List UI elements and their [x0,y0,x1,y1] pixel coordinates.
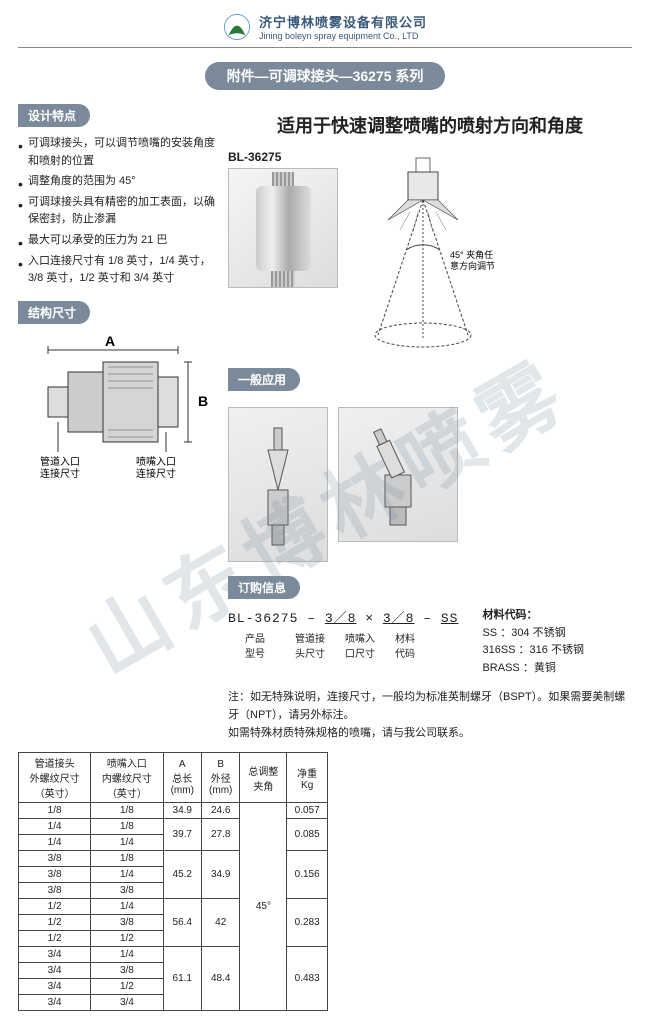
order-code: BL-36275 – 3／8 × 3／8 – SS [228,607,458,626]
table-header: 管道接头外螺纹尺寸（英寸） [19,753,91,803]
product-label: BL-36275 [228,150,338,164]
table-row: 1/81/834.924.645°0.057 [19,803,328,819]
table-header: A总长(mm) [163,753,201,803]
struct-pipe-label: 管道入口 [40,455,80,468]
svg-text:意方向调节: 意方向调节 [450,260,495,271]
svg-text:连接尺寸: 连接尺寸 [40,467,80,480]
section-design: 设计特点 [18,104,90,127]
spec-table: 管道接头外螺纹尺寸（英寸）喷嘴入口内螺纹尺寸（英寸）A总长(mm)B外径(mm)… [18,752,328,1011]
order-code-labels: 产品型号管道接头尺寸喷嘴入口尺寸材料代码 [228,630,458,660]
product-image-main [228,168,338,288]
spray-angle-diagram: 45° 夹角任 意方向调节 [358,150,508,350]
application-image-1 [228,407,328,562]
struct-nozzle-label: 喷嘴入口 [136,456,176,468]
dim-a-label: A [105,333,115,349]
table-header: B外径(mm) [201,753,239,803]
material-codes: 材料代码： SS ：304 不锈钢316SS ：316 不锈钢BRASS ：黄铜 [482,607,584,677]
feature-item: 可调球接头具有精密的加工表面，以确保密封，防止渗漏 [18,194,218,229]
feature-item: 调整角度的范围为 45° [18,173,218,191]
table-header: 净重Kg [287,753,328,803]
logo-icon [223,13,251,41]
header: 济宁博林喷雾设备有限公司 Jining boleyn spray equipme… [18,12,632,48]
feature-item: 可调球接头，可以调节喷嘴的安装角度和喷射的位置 [18,135,218,170]
dim-b-label: B [198,393,208,409]
company-name-cn: 济宁博林喷雾设备有限公司 [259,12,427,31]
table-header: 总调整夹角 [240,753,287,803]
table-header: 喷嘴入口内螺纹尺寸（英寸） [91,753,163,803]
section-app: 一般应用 [228,368,300,391]
section-order: 订购信息 [228,576,300,599]
structure-diagram: A B 管道入口 连接尺寸 [18,332,208,487]
svg-text:连接尺寸: 连接尺寸 [136,467,176,480]
page-title: 附件—可调球接头—36275 系列 [205,62,446,90]
section-struct: 结构尺寸 [18,301,90,324]
company-name-en: Jining boleyn spray equipment Co., LTD [259,31,427,41]
order-note: 注：如无特殊说明，连接尺寸，一般均为标准英制螺牙（BSPT）。如果需要美制螺牙（… [228,689,632,742]
angle-label: 45° 夹角任 [450,249,493,260]
feature-item: 最大可以承受的压力为 21 巴 [18,232,218,250]
subtitle: 适用于快速调整喷嘴的喷射方向和角度 [228,112,632,138]
feature-item: 入口连接尺寸有 1/8 英寸，1/4 英寸，3/8 英寸，1/2 英寸和 3/4… [18,253,218,288]
feature-list: 可调球接头，可以调节喷嘴的安装角度和喷射的位置调整角度的范围为 45° 可调球接头… [18,135,218,288]
application-image-2 [338,407,458,542]
